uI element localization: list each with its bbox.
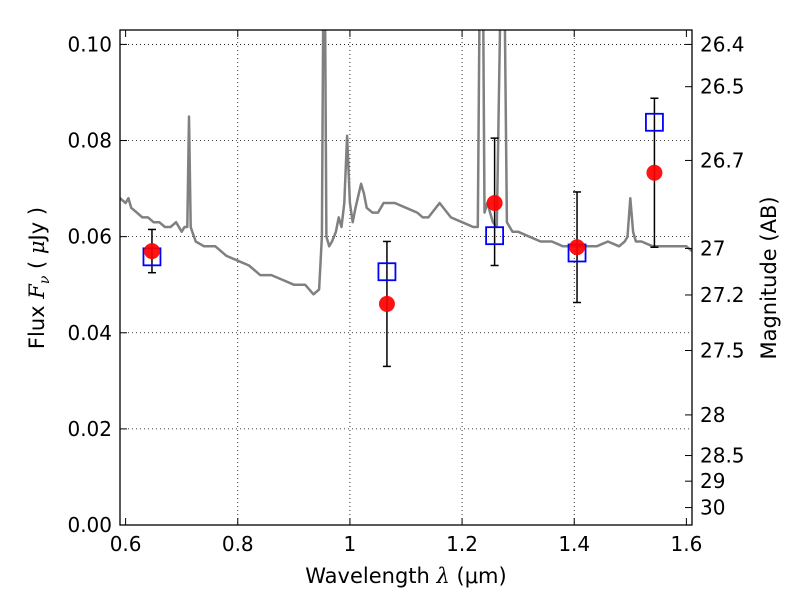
- y2-tick-label: 27.2: [700, 283, 745, 307]
- y2-axis-label: Magnitude (AB): [757, 196, 781, 359]
- plot-area: [120, 30, 692, 368]
- y-axis-label: Flux Fν ( μJy ): [25, 207, 53, 349]
- y-tick-label: 0.08: [67, 129, 112, 153]
- x-tick-label: 0.8: [222, 532, 254, 556]
- y2-tick-label: 27.5: [700, 339, 745, 363]
- y-tick-label: 0.04: [67, 321, 112, 345]
- y2-tick-label: 26.5: [700, 75, 745, 99]
- grid-lines: [120, 30, 692, 525]
- y2-tick-label: 28.5: [700, 444, 745, 468]
- x-tick-label: 1: [344, 532, 357, 556]
- observed-point: [378, 295, 395, 312]
- observed-point: [143, 243, 160, 260]
- observed-point: [486, 195, 503, 212]
- y2-tick-label: 27: [700, 236, 725, 260]
- y2-tick-label: 28: [700, 403, 725, 427]
- spectrum-line: [120, 30, 692, 296]
- y-tick-label: 0.00: [67, 513, 112, 537]
- plot-frame: [119, 29, 693, 526]
- y-tick-label: 0.06: [67, 225, 112, 249]
- y2-tick-label: 26.4: [700, 32, 745, 56]
- y-tick-label: 0.10: [67, 32, 112, 56]
- x-axis-label: Wavelength λ (μm): [305, 564, 506, 588]
- y-tick-label: 0.02: [67, 417, 112, 441]
- x-tick-label: 1.4: [558, 532, 590, 556]
- y2-tick-label: 29: [700, 469, 725, 493]
- x-tick-label: 0.6: [110, 532, 142, 556]
- observed-point: [646, 164, 663, 181]
- model-band-square: [645, 112, 664, 132]
- axis-ticks: 0.6 0.8 1 1.2 1.4 1.6 0.00 0.02 0.04 0.06 0.08 0.10…: [67, 30, 745, 556]
- y2-tick-label: 30: [700, 496, 725, 520]
- x-tick-label: 1.6: [670, 532, 702, 556]
- x-tick-label: 1.2: [446, 532, 478, 556]
- y2-tick-label: 26.7: [700, 148, 745, 172]
- observed-point: [569, 239, 586, 256]
- model-band-square: [485, 226, 505, 246]
- model-band-square: [377, 262, 397, 282]
